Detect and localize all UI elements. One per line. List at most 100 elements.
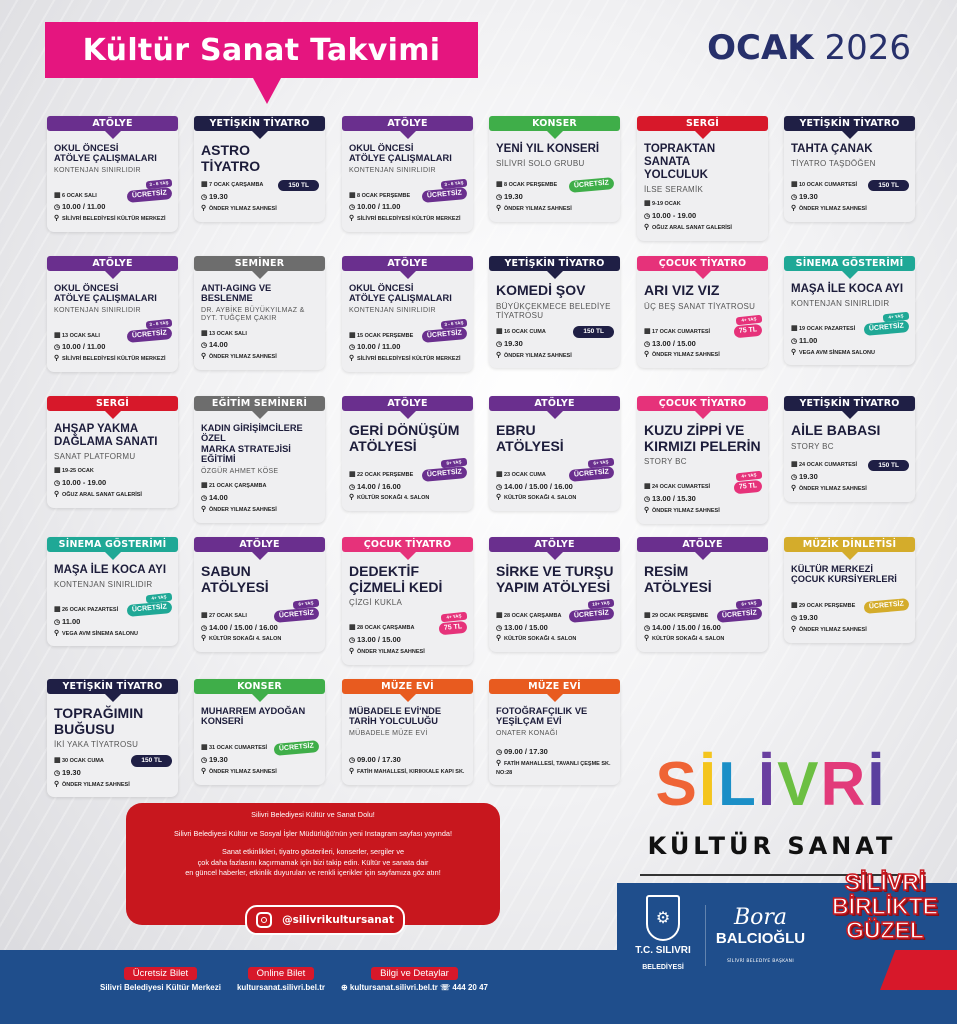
event-card[interactable]: ATÖLYE OKUL ÖNCESİ ATÖLYE ÇALIŞMALARI KONT… [342,116,473,233]
event-card[interactable]: SİNEMA GÖSTERİMİ MAŞA İLE KOCA AYI KONTENJ… [47,537,178,647]
event-title: YENİ YIL KONSERİ SİLİVRİ SOLO GRUBU [496,143,614,168]
price-badge: 3 - 6 YAŞ ÜCRETSİZ [421,318,468,344]
event-card[interactable]: SEMİNER ANTI-AGING VE BESLENME DR. AYBİKE … [194,256,325,371]
clock-icon: ◷ [791,337,798,345]
event-title-text: EBRU ATÖLYESİ [496,422,564,454]
category-tab: YETİŞKİN TİYATRO [784,116,915,139]
event-title: TOPRAKTAN SANATA YOLCULUK İLSE SERAMİK [644,143,762,194]
calendar-icon: ▦ [791,461,798,469]
event-card[interactable]: SERGİ AHŞAP YAKMA DAĞLAMA SANATI SANAT PLA… [47,396,178,508]
event-time-row: ◷ 19.30 [791,471,909,484]
event-place-row: ⚲ ÖNDER YILMAZ SAHNESİ [791,625,909,636]
promo-box: Silivri Belediyesi Kültür ve Sanat Dolu!… [126,803,500,925]
event-card[interactable]: MÜZİK DİNLETİSİ KÜLTÜR MERKEZİ ÇOCUK KURS… [784,537,915,643]
event-date-text: ▦22 OCAK PERŞEMBE [349,470,413,481]
event-date-row: ▦19 OCAK PAZARTESİ 4+ YAŞ ÜCRETSİZ [791,312,910,337]
event-time-text: ◷ 10.00 - 19.00 [54,477,172,490]
event-time-text: ◷ 19.30 [496,338,614,351]
event-date: 24 OCAK CUMARTESİ [799,462,858,469]
price-badge: 4+ YAŞ 75 TL [438,611,468,636]
event-card[interactable]: YETİŞKİN TİYATRO TOPRAĞIMIN BUĞUSU İKİ YAK… [47,679,178,798]
event-time-text: ◷ 13.00 / 15.00 [644,338,762,351]
instagram-link[interactable]: @silivrikultursanat [245,905,405,935]
event-time-text: ◷ 19.30 [496,191,614,204]
event-card[interactable]: ATÖLYE OKUL ÖNCESİ ATÖLYE ÇALIŞMALARI KONT… [342,256,473,373]
location-pin-icon: ⚲ [644,635,650,643]
event-info: ▦21 OCAK ÇARŞAMBA ◷ 14.00 ⚲ ÖNDER YILMAZ SAH… [201,476,319,516]
event-card[interactable]: ÇOCUK TİYATRO ARI VIZ VIZ ÜÇ BEŞ SANAT TİY… [637,256,768,369]
location-pin-icon: ⚲ [349,648,355,656]
event-card[interactable]: ÇOCUK TİYATRO DEDEKTİF ÇİZMELİ KEDİ ÇİZGİ … [342,537,473,665]
category-tab: MÜZE EVİ [342,679,473,702]
event-time-text: ◷ 14.00 / 15.00 / 16.00 [496,481,614,494]
event-title-text: TOPRAĞIMIN BUĞUSU [54,705,144,737]
calendar-icon: ▦ [349,624,356,632]
event-date: 24 OCAK CUMARTESİ [652,484,711,491]
clock-icon: ◷ [791,615,798,623]
event-time-row: ◷ 11.00 [791,335,909,348]
event-time-row: ◷ 09.00 / 17.30 [496,746,614,759]
event-title: EBRU ATÖLYESİ [496,422,614,454]
calendar-icon: ▦ [644,483,651,491]
price-badge: 4+ YAŞ ÜCRETSİZ [126,593,173,618]
event-place: ÖNDER YILMAZ SAHNESİ [62,781,130,788]
event-card[interactable]: YETİŞKİN TİYATRO KOMEDİ ŞOV BÜYÜKÇEKMECE B… [489,256,620,369]
event-time: 13.00 / 15.00 [652,338,696,348]
price-label: ÜCRETSİZ [273,607,320,624]
event-date-text: ▦23 OCAK CUMA [496,470,546,481]
category-tab: ATÖLYE [194,537,325,560]
event-place-row: ⚲ VEGA AVM SİNEMA SALONU [54,629,172,640]
event-card[interactable]: YETİŞKİN TİYATRO AİLE BABASI STORY BC ▦24 O… [784,396,915,502]
event-card[interactable]: ATÖLYE SİRKE VE TURŞU YAPIM ATÖLYESİ ▦28 O… [489,537,620,653]
info-contact[interactable]: ⊕ kultursanat.silivri.bel.tr ☏ 444 20 47 [340,983,488,992]
event-card[interactable]: MÜZE EVİ FOTOĞRAFÇILIK VE YEŞİLÇAM EVİ ONA… [489,679,620,785]
event-place-text: ⚲ SİLİVRİ BELEDİYESİ KÜLTÜR MERKEZİ [54,214,172,225]
price-badge: ÜCRETSİZ [273,739,320,757]
event-card[interactable]: ATÖLYE RESİM ATÖLYESİ ▦29 OCAK PERŞEMBE 6+ … [637,537,768,653]
event-place: ÖNDER YILMAZ SAHNESİ [799,206,867,213]
event-card[interactable]: SİNEMA GÖSTERİMİ MAŞA İLE KOCA AYI KONTENJ… [784,256,915,366]
event-title: TAHTA ÇANAK TİYATRO TAŞDÖĞEN [791,143,909,168]
event-card[interactable]: ATÖLYE OKUL ÖNCESİ ATÖLYE ÇALIŞMALARI KONT… [47,256,178,373]
clock-icon: ◷ [644,340,651,348]
event-card[interactable]: KONSER MUHARREM AYDOĞAN KONSERİ ▦31 OCAK C… [194,679,325,785]
location-pin-icon: ⚲ [791,205,797,213]
event-card[interactable]: ATÖLYE EBRU ATÖLYESİ ▦23 OCAK CUMA 6+ YAŞ ÜC… [489,396,620,512]
event-card[interactable]: ATÖLYE SABUN ATÖLYESİ ▦27 OCAK SALI 6+ YAŞ Ü… [194,537,325,653]
calendar-icon: ▦ [349,470,356,478]
event-title: ARI VIZ VIZ ÜÇ BEŞ SANAT TİYATROSU [644,282,762,311]
calendar-icon: ▦ [54,331,61,339]
event-date: 19-25 OCAK [62,468,94,475]
event-card[interactable]: ATÖLYE GERİ DÖNÜŞÜM ATÖLYESİ ▦22 OCAK PERŞ… [342,396,473,512]
event-date: 21 OCAK ÇARŞAMBA [209,483,267,490]
event-card[interactable]: KONSER YENİ YIL KONSERİ SİLİVRİ SOLO GRUBU… [489,116,620,222]
event-card[interactable]: EĞİTİM SEMİNERİ KADIN GİRİŞİMCİLERE ÖZEL … [194,396,325,523]
month-year: OCAK 2026 [707,28,911,68]
logo-letter: İ [698,750,717,819]
event-time-text: ◷ 19.30 [201,191,319,204]
event-title: OKUL ÖNCESİ ATÖLYE ÇALIŞMALARI KONTENJAN … [349,143,467,175]
event-card[interactable]: SERGİ TOPRAKTAN SANATA YOLCULUK İLSE SERAM… [637,116,768,241]
event-date-text: ▦31 OCAK CUMARTESİ [201,743,267,754]
event-card[interactable]: YETİŞKİN TİYATRO TAHTA ÇANAK TİYATRO TAŞDÖ… [784,116,915,222]
event-place-row: ⚲ ÖNDER YILMAZ SAHNESİ [201,505,319,516]
event-info: ▦24 OCAK CUMARTESİ 4+ YAŞ 75 TL ◷ 13.00 / 15… [644,467,763,517]
event-card[interactable]: MÜZE EVİ MÜBADELE EVİ'NDE TARİH YOLCULUĞU… [342,679,473,785]
event-card[interactable]: YETİŞKİN TİYATRO ASTRO TİYATRO ▦7 OCAK ÇAR… [194,116,325,222]
event-info: ▦31 OCAK CUMARTESİ ÜCRETSİZ ◷ 19.30 ⚲ ÖNDER Y… [201,737,320,778]
event-place-text: ⚲ SİLİVRİ BELEDİYESİ KÜLTÜR MERKEZİ [54,354,172,365]
event-place-row: ⚲ ÖNDER YILMAZ SAHNESİ [496,351,614,362]
event-subtitle: ONATER KONAĞI [496,729,558,737]
event-title-text: YENİ YIL KONSERİ [496,143,600,155]
event-date-row: ▦30 OCAK CUMA 150 TL [54,754,172,767]
event-title: GERİ DÖNÜŞÜM ATÖLYESİ [349,422,467,454]
event-time: 14.00 / 15.00 / 16.00 [504,481,573,491]
location-pin-icon: ⚲ [496,351,502,359]
calendar-icon: ▦ [644,611,651,619]
event-card[interactable]: ATÖLYE OKUL ÖNCESİ ATÖLYE ÇALIŞMALARI KONT… [47,116,178,233]
event-card[interactable]: ÇOCUK TİYATRO KUZU ZİPPİ VE KIRMIZI PELER… [637,396,768,524]
online-ticket-link[interactable]: kultursanat.silivri.bel.tr [236,983,325,992]
event-date-row: ▦17 OCAK CUMARTESİ 4+ YAŞ 75 TL [644,314,763,339]
event-time: 10.00 / 11.00 [62,202,106,212]
